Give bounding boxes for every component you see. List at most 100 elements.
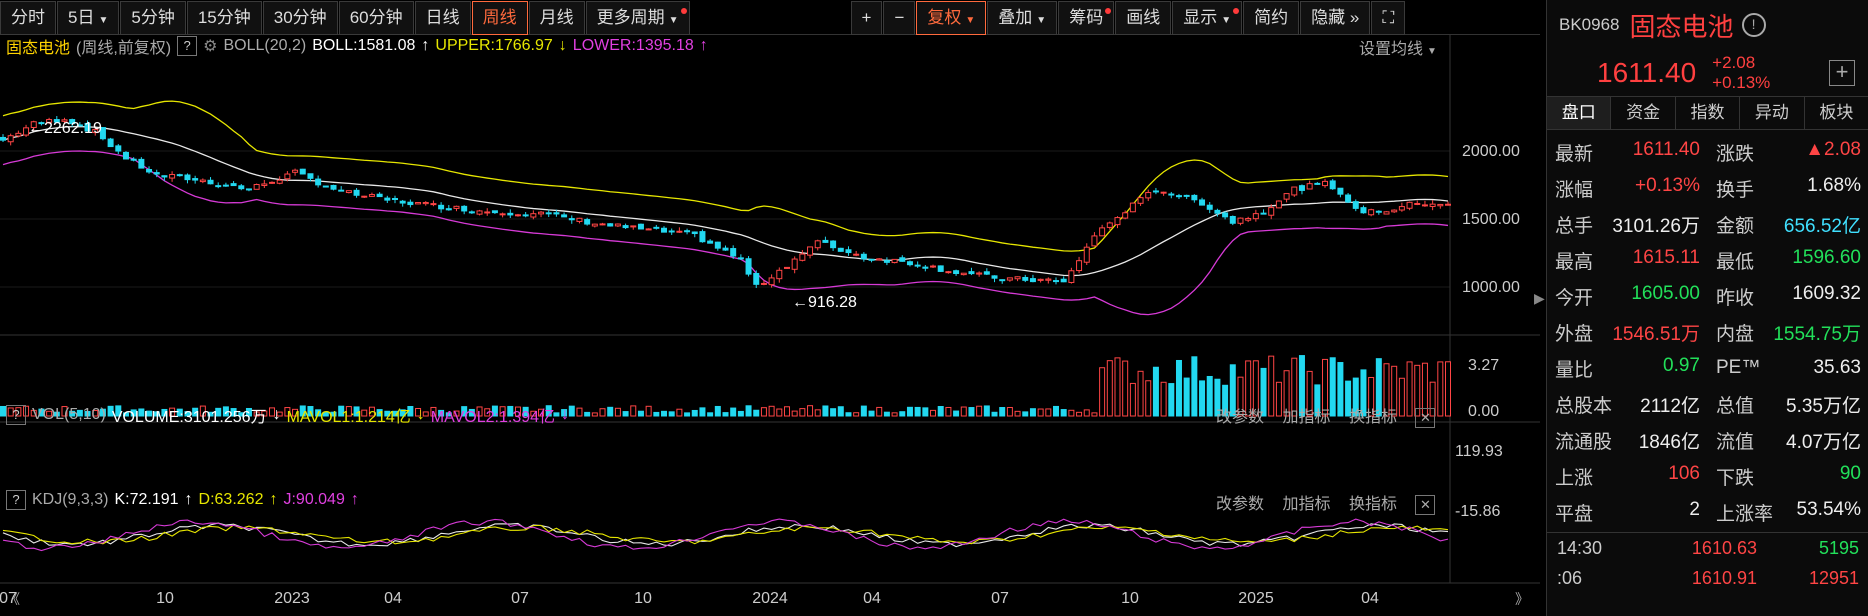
add-indicator-link[interactable]: 加指标 [1282, 496, 1331, 513]
tab-weekly[interactable]: 周线 [471, 1, 528, 35]
tab-15min[interactable]: 15分钟 [186, 1, 262, 35]
tab-index[interactable]: 指数 [1676, 97, 1741, 129]
index-name: 固态电池 [6, 40, 71, 57]
adjust-button[interactable]: 复权 ▼ [916, 1, 987, 35]
time-axis-label: 04 [384, 590, 402, 607]
volume-bar [330, 411, 337, 417]
tab-more-periods[interactable]: 更多周期 ▼ [585, 1, 690, 35]
simple-button[interactable]: 简约 [1243, 1, 1300, 35]
tab-5day[interactable]: 5日 ▼ [57, 1, 120, 35]
candle-body [491, 210, 498, 214]
stat-label: 总手 [1555, 215, 1594, 237]
candle-body [1145, 192, 1152, 199]
candle-body [138, 158, 145, 169]
stat-item: 量比 0.97 [1547, 355, 1708, 382]
index-code: BK0968 [1559, 15, 1620, 34]
candle-body [830, 240, 837, 249]
help-icon[interactable]: ? [6, 490, 26, 510]
candle-body [1445, 203, 1451, 206]
add-watchlist-button[interactable]: + [1829, 60, 1855, 86]
close-icon[interactable]: ✕ [1415, 495, 1436, 515]
candle-body [146, 169, 153, 173]
add-indicator-link[interactable]: 加指标 [1282, 409, 1331, 426]
candle-body [1421, 204, 1428, 207]
candle-body [1014, 276, 1021, 280]
tab-funds[interactable]: 资金 [1611, 97, 1676, 129]
tab-5min[interactable]: 5分钟 [120, 1, 186, 35]
volume-axis-label: 3.27 [1468, 357, 1499, 374]
tab-daily[interactable]: 日线 [414, 1, 471, 35]
set-ma-label: 设置均线 [1359, 41, 1424, 58]
draw-button[interactable]: 画线 [1115, 1, 1172, 35]
stat-label: 总股本 [1555, 395, 1613, 417]
volume-bar [30, 409, 37, 417]
stat-label: 涨跌 [1716, 143, 1755, 165]
fullscreen-button[interactable]: ⛶ [1371, 1, 1406, 35]
chips-button[interactable]: 筹码 [1058, 1, 1115, 35]
price-row: 1611.40 +2.08 +0.13% + [1547, 50, 1868, 96]
volume-bar [814, 409, 821, 417]
tab-60min[interactable]: 60分钟 [338, 1, 414, 35]
volume-bar [676, 408, 683, 417]
gear-icon[interactable]: ⚙ [203, 38, 218, 55]
index-title: 固态电池 [1629, 11, 1734, 42]
volume-bar [937, 406, 944, 417]
kdj-indicator-name: KDJ(9,3,3) [32, 491, 109, 508]
volume-bar [192, 407, 199, 417]
volume-bar [76, 409, 83, 417]
volume-bar [1360, 369, 1367, 417]
chart-area[interactable]: 2000.00 1500.00 1000.00 3.27 0.00 119.93 -15.8… [0, 35, 1540, 616]
stat-label: 金额 [1716, 215, 1755, 237]
stat-item: 流通股 1846亿 [1547, 427, 1708, 454]
edit-params-link[interactable]: 改参数 [1216, 409, 1265, 426]
volume-bar [1260, 367, 1267, 417]
tab-timeshare[interactable]: 分时 [0, 1, 56, 35]
stat-value: 1605.00 [1631, 282, 1700, 304]
candle-body [391, 198, 398, 201]
stat-label: 最新 [1555, 143, 1594, 165]
volume-bar [345, 406, 352, 417]
candle-body [445, 208, 452, 211]
tab-orderbook[interactable]: 盘口 [1547, 97, 1612, 129]
volume-bar [883, 411, 890, 417]
candle-body [84, 122, 91, 132]
help-icon[interactable]: ? [177, 36, 198, 56]
kline-chart[interactable]: 2000.00 1500.00 1000.00 3.27 0.00 119.93 -15.8… [0, 35, 1540, 616]
stat-value: 1846亿 [1638, 431, 1700, 453]
switch-indicator-link[interactable]: 换指标 [1348, 409, 1397, 426]
quote-sidebar: BK0968 固态电池 ! 1611.40 +2.08 +0.13% + 盘口 … [1546, 0, 1868, 616]
tab-sector[interactable]: 板块 [1805, 97, 1868, 129]
tab-30min[interactable]: 30分钟 [262, 1, 338, 35]
volume-bar [1175, 359, 1182, 417]
candle-body [860, 253, 867, 260]
volume-bar [453, 410, 460, 417]
volume-bar [1306, 370, 1313, 417]
edit-params-link[interactable]: 改参数 [1216, 496, 1265, 513]
zoom-out-button[interactable]: − [883, 1, 916, 35]
candle-body [807, 246, 814, 256]
tick-price: 1610.91 [1691, 567, 1757, 588]
collapse-sidebar-icon[interactable]: ▶ [1534, 290, 1545, 306]
stat-label: 外盘 [1555, 323, 1594, 345]
info-icon[interactable]: ! [1741, 13, 1766, 37]
stat-item: 流值 4.07万亿 [1708, 427, 1868, 454]
hide-button[interactable]: 隐藏 » [1300, 1, 1371, 35]
zoom-in-button[interactable]: + [850, 1, 883, 35]
candle-body [1191, 194, 1198, 201]
help-icon[interactable]: ? [6, 405, 26, 425]
candle-body [1391, 209, 1398, 213]
set-ma-link[interactable]: 设置均线 ▼ [1345, 35, 1437, 59]
volume-bar [1268, 355, 1275, 417]
boll-lower-line [2, 150, 1449, 316]
overlay-button[interactable]: 叠加 ▼ [987, 1, 1058, 35]
display-button[interactable]: 显示 ▼ [1172, 1, 1243, 35]
kdj-d-value: D:63.262 [198, 491, 264, 508]
sidebar-tabs: 盘口 资金 指数 异动 板块 [1547, 96, 1868, 130]
arrow-up-icon: ↑ [699, 37, 708, 54]
switch-indicator-link[interactable]: 换指标 [1348, 496, 1397, 513]
tab-alerts[interactable]: 异动 [1740, 97, 1805, 129]
candle-body [814, 240, 821, 249]
tab-monthly[interactable]: 月线 [528, 1, 585, 35]
close-icon[interactable]: ✕ [1415, 408, 1436, 428]
stat-row: 上涨 106 下跌 90 [1547, 458, 1868, 494]
